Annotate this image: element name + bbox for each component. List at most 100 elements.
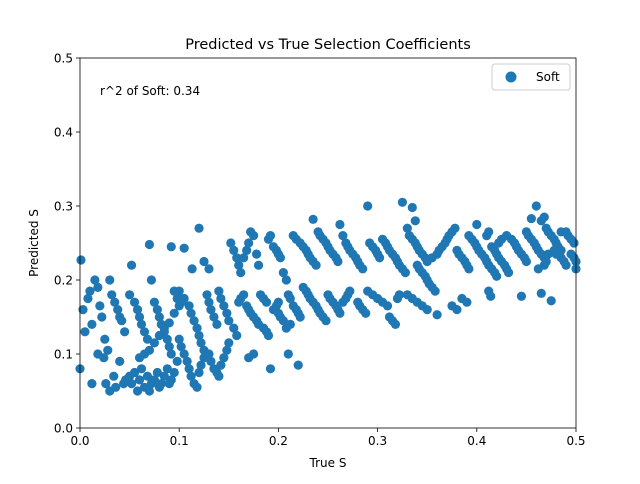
data-point — [182, 356, 192, 366]
data-point — [169, 367, 179, 378]
data-point — [281, 275, 291, 285]
data-point — [234, 260, 244, 270]
data-point — [105, 275, 115, 285]
data-point — [216, 293, 226, 304]
points-layer — [75, 197, 581, 396]
data-point — [144, 345, 155, 355]
data-point — [204, 349, 214, 359]
data-point — [109, 371, 119, 381]
data-point — [450, 223, 460, 233]
y-tick-label: 0.2 — [54, 273, 73, 287]
data-point — [333, 256, 343, 267]
y-axis-label: Predicted S — [27, 209, 41, 277]
data-point — [144, 239, 155, 250]
data-point — [78, 305, 88, 315]
data-point — [204, 297, 214, 307]
data-point — [186, 308, 196, 318]
data-point — [394, 290, 405, 300]
data-point — [126, 260, 137, 270]
data-point — [83, 293, 93, 304]
legend-label-soft: Soft — [536, 70, 560, 84]
y-tick-label: 0.4 — [54, 125, 73, 139]
data-point — [142, 371, 153, 381]
data-point — [174, 334, 184, 344]
data-point — [236, 268, 246, 278]
data-point — [192, 323, 202, 333]
data-point — [179, 293, 189, 304]
data-point — [556, 227, 566, 237]
data-point — [516, 291, 527, 301]
data-point — [95, 301, 105, 311]
data-point — [321, 316, 331, 326]
y-tick-label: 0.3 — [54, 199, 73, 213]
data-point — [229, 245, 239, 255]
data-point — [142, 334, 153, 344]
data-point — [179, 349, 189, 359]
data-point — [206, 356, 216, 366]
data-point — [503, 268, 514, 278]
data-point — [462, 297, 472, 307]
data-point — [239, 290, 249, 300]
y-tick-label: 0.5 — [54, 51, 73, 65]
data-point — [139, 327, 150, 337]
data-point — [216, 360, 226, 370]
data-point — [486, 291, 496, 301]
data-point — [278, 316, 288, 326]
data-point — [222, 345, 232, 355]
data-point — [194, 223, 204, 233]
data-point — [206, 305, 216, 315]
y-axis: 0.0 0.1 0.2 0.3 0.4 0.5 — [54, 51, 80, 435]
data-point — [80, 327, 90, 337]
data-point — [402, 223, 412, 233]
data-point — [390, 319, 401, 329]
data-point — [156, 379, 166, 389]
data-point — [126, 379, 137, 389]
data-point — [561, 260, 571, 270]
data-point — [97, 312, 107, 322]
data-point — [111, 382, 121, 392]
data-point — [115, 356, 125, 366]
data-point — [464, 264, 474, 274]
data-point — [484, 227, 494, 237]
data-point — [363, 201, 373, 211]
data-point — [335, 219, 345, 230]
data-point — [144, 386, 155, 396]
data-point — [543, 249, 553, 259]
y-tick-label: 0.0 — [54, 421, 73, 435]
data-point — [149, 297, 159, 307]
data-point — [120, 327, 130, 337]
x-tick-label: 0.3 — [368, 434, 387, 448]
data-point — [285, 319, 295, 329]
data-point — [159, 371, 169, 381]
data-point — [229, 323, 239, 333]
data-point — [212, 319, 222, 329]
data-point — [358, 264, 368, 274]
data-point — [214, 286, 224, 296]
data-point — [100, 334, 110, 344]
data-point — [569, 238, 579, 248]
chart-title: Predicted vs True Selection Coefficients — [185, 37, 471, 53]
data-point — [129, 367, 140, 378]
data-point — [430, 286, 440, 296]
data-point — [209, 312, 219, 322]
data-point — [249, 349, 259, 359]
data-point — [152, 305, 162, 315]
plot-frame — [79, 57, 577, 429]
data-point — [196, 360, 206, 370]
x-tick-label: 0.1 — [170, 434, 189, 448]
data-point — [186, 371, 196, 381]
data-point — [176, 342, 186, 352]
data-point — [164, 342, 174, 352]
data-point — [338, 231, 348, 241]
data-point — [166, 349, 176, 359]
x-axis-label: True S — [309, 456, 347, 470]
data-point — [132, 386, 143, 396]
data-point — [166, 242, 176, 252]
data-point — [146, 275, 157, 285]
data-point — [311, 260, 321, 270]
data-point — [536, 288, 546, 298]
data-point — [224, 338, 234, 348]
data-point — [87, 379, 97, 389]
x-tick-label: 0.4 — [467, 434, 486, 448]
data-point — [244, 238, 254, 248]
